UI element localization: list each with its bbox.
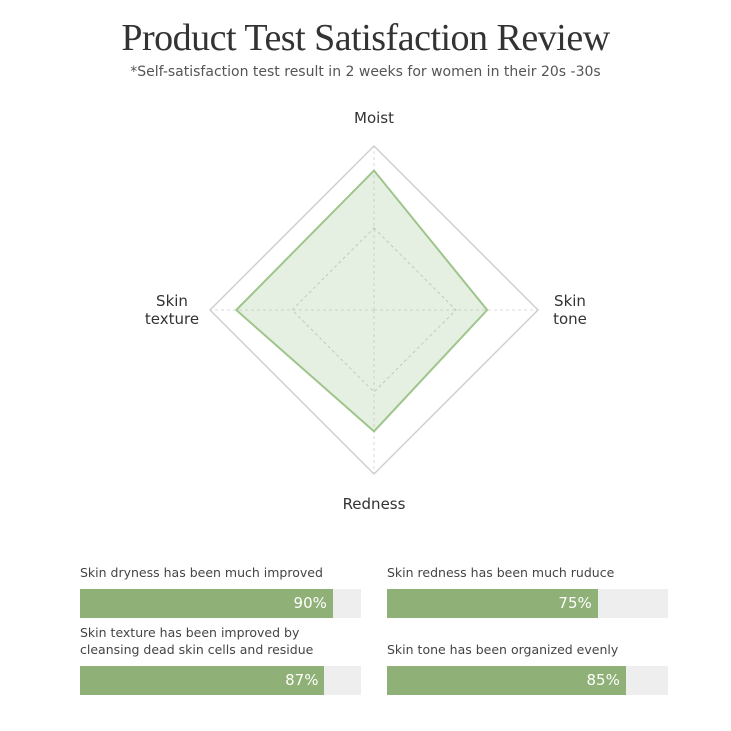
bar-track: 90% [80, 589, 361, 618]
bar-label: Skin redness has been much ruduce [387, 565, 615, 580]
value-label: 87% [285, 671, 319, 689]
bar-track: 75% [387, 589, 668, 618]
bar-label: Skin tone has been organized evenly [387, 642, 619, 657]
bar: 85% [387, 666, 626, 695]
bar-label: Skin dryness has been much improved [80, 565, 323, 580]
value-label: 90% [293, 594, 327, 612]
value-label: 85% [586, 671, 620, 689]
chart-title: Product Test Satisfaction Review [121, 17, 610, 59]
axis-label: Skin texture [144, 292, 200, 328]
value-label: 75% [558, 594, 592, 612]
bar-track: 85% [387, 666, 668, 695]
radar-area [234, 169, 489, 433]
chart-subtitle: *Self-satisfaction test result in 2 week… [130, 64, 601, 80]
bar-label: Skin texture has been improved by cleans… [80, 625, 314, 657]
axis-label: Moist [354, 109, 394, 127]
bar: 87% [80, 666, 325, 695]
grid-ring [291, 227, 457, 393]
axis-label: Redness [342, 495, 406, 513]
bar-track: 87% [80, 666, 361, 695]
bar: 75% [387, 589, 598, 618]
axis-label: Skin tone [553, 292, 587, 328]
bar: 90% [80, 589, 333, 618]
